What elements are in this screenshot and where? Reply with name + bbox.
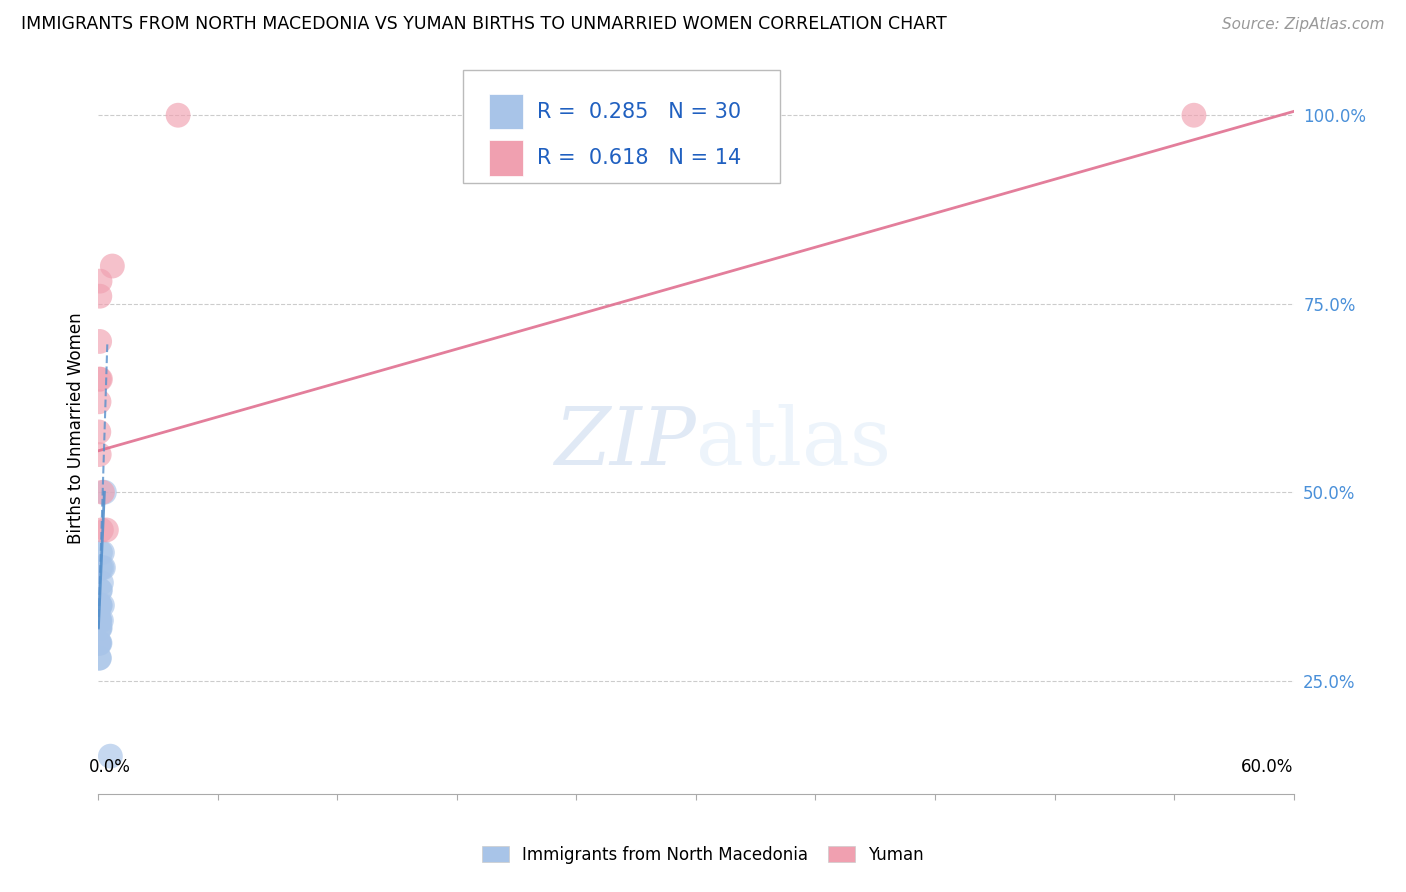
Point xyxy=(89,614,111,628)
Point xyxy=(87,651,110,665)
Text: Source: ZipAtlas.com: Source: ZipAtlas.com xyxy=(1222,17,1385,31)
Point xyxy=(89,636,111,650)
Y-axis label: Births to Unmarried Women: Births to Unmarried Women xyxy=(66,312,84,544)
Point xyxy=(89,599,111,613)
Point xyxy=(89,545,111,559)
Point xyxy=(89,274,111,288)
Point xyxy=(89,334,111,349)
Point xyxy=(89,599,111,613)
Point xyxy=(87,636,110,650)
Point xyxy=(89,583,111,598)
Point xyxy=(89,599,111,613)
Point xyxy=(87,599,110,613)
Point xyxy=(1182,108,1205,122)
Point xyxy=(87,614,110,628)
Point xyxy=(89,289,111,303)
Text: ZIP: ZIP xyxy=(554,404,696,482)
Legend: Immigrants from North Macedonia, Yuman: Immigrants from North Macedonia, Yuman xyxy=(475,839,931,871)
Text: R =  0.618   N = 14: R = 0.618 N = 14 xyxy=(537,148,741,168)
Point xyxy=(91,485,114,500)
Point xyxy=(167,108,190,122)
Point xyxy=(87,425,110,439)
Point xyxy=(91,599,114,613)
Point xyxy=(89,651,111,665)
Point xyxy=(89,583,111,598)
Point xyxy=(89,599,111,613)
Point xyxy=(87,636,110,650)
Point xyxy=(91,545,114,559)
Point xyxy=(93,485,115,500)
FancyBboxPatch shape xyxy=(463,70,780,183)
Text: IMMIGRANTS FROM NORTH MACEDONIA VS YUMAN BIRTHS TO UNMARRIED WOMEN CORRELATION C: IMMIGRANTS FROM NORTH MACEDONIA VS YUMAN… xyxy=(21,14,946,32)
Point xyxy=(98,749,122,764)
Point xyxy=(89,372,111,386)
Point xyxy=(89,372,111,386)
FancyBboxPatch shape xyxy=(489,140,523,176)
Point xyxy=(89,448,111,462)
Point xyxy=(91,560,114,574)
Point xyxy=(90,523,112,537)
Point xyxy=(89,614,111,628)
Point xyxy=(89,621,111,635)
Text: R =  0.285   N = 30: R = 0.285 N = 30 xyxy=(537,102,741,121)
Point xyxy=(93,560,115,574)
Point xyxy=(89,560,111,574)
Point xyxy=(89,621,111,635)
Point xyxy=(96,523,118,537)
Text: atlas: atlas xyxy=(696,404,891,482)
Point xyxy=(90,575,112,590)
Point xyxy=(89,621,111,635)
Point xyxy=(90,614,112,628)
Point xyxy=(101,259,124,273)
Point xyxy=(87,394,110,409)
Point xyxy=(87,614,110,628)
FancyBboxPatch shape xyxy=(489,94,523,129)
Point xyxy=(89,636,111,650)
Text: 0.0%: 0.0% xyxy=(89,758,131,776)
Text: 60.0%: 60.0% xyxy=(1241,758,1294,776)
